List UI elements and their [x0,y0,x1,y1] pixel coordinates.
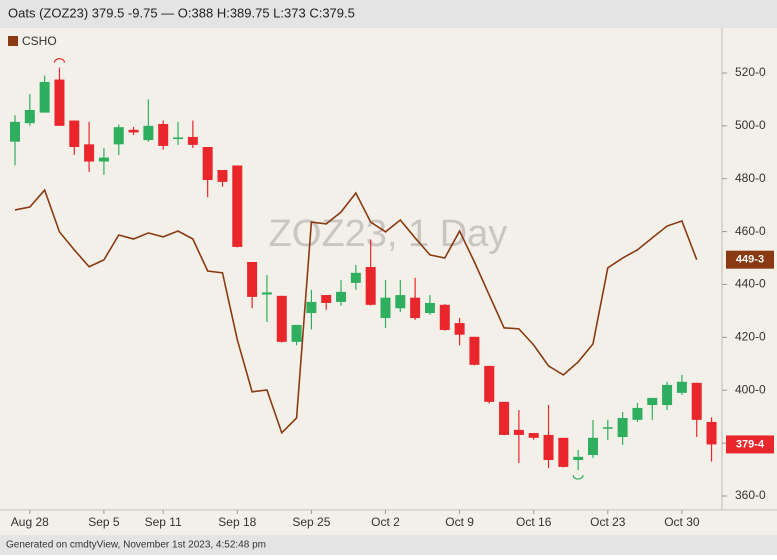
x-tick-label: Oct 23 [590,515,626,529]
footer-bar [0,535,777,555]
candle-body [321,295,332,303]
candle-body [691,382,702,420]
candle-body [84,144,95,162]
candle-body [499,401,510,435]
candle-body [395,295,406,309]
x-tick-label: Oct 2 [371,515,400,529]
y-tick-label: 400-0 [735,382,766,396]
watermark: ZOZ23, 1 Day [269,213,508,255]
candle-body [350,272,361,283]
candle-body [98,157,109,162]
candle-body [602,427,613,429]
y-tick-label: 520-0 [735,65,766,79]
candle-body [543,434,554,461]
x-tick-label: Sep 11 [145,515,182,529]
footer: Generated on cmdtyView, November 1st 202… [6,540,266,551]
candle-body [617,417,628,438]
y-tick-label: 420-0 [735,330,766,344]
candle-body [232,165,243,247]
candle-body [143,125,154,141]
y-tick-label: 460-0 [735,224,766,238]
price-label-box [726,435,774,454]
candle-body [128,129,139,133]
candle-body [217,169,228,182]
low-marker [572,474,584,480]
candle-body [173,137,184,140]
header-bar [0,0,777,28]
candle-body [424,302,435,314]
overlay-line [14,188,698,435]
x-tick-label: Sep 5 [88,515,120,529]
candle-body [528,433,539,438]
plot-area [0,28,722,510]
x-tick-label: Oct 9 [445,515,474,529]
candle-body [454,323,465,335]
x-tick-label: Sep 18 [218,515,256,529]
y-tick-label: 440-0 [735,277,766,291]
candle-body [306,301,317,314]
candle-body [558,437,569,467]
candle-body [291,324,302,342]
candle-body [261,292,272,295]
candle-body [484,365,495,402]
candle-body [587,437,598,456]
candle-body [365,267,376,305]
candle-body [513,429,524,435]
x-tick-label: Oct 16 [516,515,552,529]
y-tick-label: 500-0 [735,118,766,132]
legend-swatch [8,36,18,46]
candle-body [706,421,717,445]
candle-body [439,304,450,330]
candle-body [54,79,65,126]
y-tick-label: 480-0 [735,171,766,185]
candle-body [676,381,687,393]
candle-body [647,397,658,406]
x-axis-area [0,511,777,535]
candle-body [662,384,673,406]
candle-body [276,295,287,342]
candle-body [158,123,169,146]
candle-body [247,261,258,297]
legend-label: CSHO [22,34,57,48]
y-axis-area [722,28,777,510]
candle-body [380,297,391,319]
x-tick-label: Oct 30 [664,515,700,529]
candle-body [632,407,643,420]
candle-body [187,136,198,145]
candle-body [39,81,50,113]
y-tick-label: 360-0 [735,488,766,502]
candle-body [336,291,347,302]
price-label: 449-3 [736,254,764,266]
candle-body [10,121,20,142]
high-marker [53,58,66,63]
x-tick-label: Aug 28 [11,515,49,529]
candle-body [24,109,35,124]
candle-body [202,146,213,181]
candle-body [469,336,480,365]
candle-body [410,297,421,319]
price-label-box [726,250,774,269]
chart-title: Oats (ZOZ23) 379.5 -9.75 — O:388 H:389.7… [8,5,355,20]
candle-body [573,456,584,461]
candle-body [69,120,80,147]
x-tick-label: Sep 25 [292,515,330,529]
price-label: 379-4 [736,438,765,450]
candle-body [113,127,124,145]
